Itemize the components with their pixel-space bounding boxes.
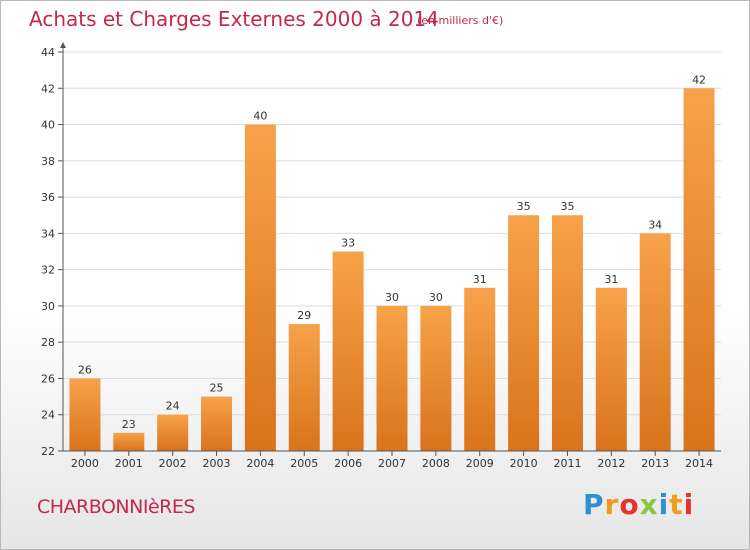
bar: [201, 396, 233, 451]
y-tick-label: 40: [41, 119, 55, 132]
x-tick-label: 2011: [553, 457, 581, 470]
x-tick-label: 2014: [685, 457, 713, 470]
logo-letter: t: [669, 488, 684, 521]
bar-value-label: 30: [385, 291, 399, 304]
bar: [595, 287, 627, 451]
bar-value-label: 26: [78, 363, 92, 376]
bar: [332, 251, 364, 451]
bar-value-label: 31: [604, 273, 618, 286]
x-tick-label: 2000: [71, 457, 99, 470]
x-tick-label: 2003: [203, 457, 231, 470]
bar: [508, 215, 540, 451]
x-tick-label: 2001: [115, 457, 143, 470]
bar-value-label: 33: [341, 237, 355, 250]
chart-title: Achats et Charges Externes 2000 à 2014: [29, 7, 439, 31]
bar: [157, 414, 189, 451]
bar: [420, 305, 452, 451]
bar: [288, 324, 320, 451]
logo-letter: o: [619, 488, 640, 521]
proxiti-logo: Proxiti: [583, 488, 694, 521]
commune-name: CHARBONNIèRES: [37, 496, 195, 518]
y-tick-label: 30: [41, 300, 55, 313]
axes: [58, 42, 721, 456]
bar: [113, 432, 145, 451]
bar: [69, 378, 101, 451]
bar-value-label: 30: [429, 291, 443, 304]
x-tick-label: 2013: [641, 457, 669, 470]
x-tick-label: 2002: [159, 457, 187, 470]
logo-letter: x: [639, 488, 659, 521]
logo-letter: P: [583, 488, 605, 521]
bar: [244, 124, 276, 451]
chart-unit-label: (en milliers d'€): [417, 14, 504, 27]
y-tick-label: 44: [41, 46, 55, 59]
bar-value-label: 35: [517, 200, 531, 213]
bar: [551, 215, 583, 451]
y-tick-label: 36: [41, 191, 55, 204]
logo-letter: i: [683, 488, 695, 521]
bar-value-label: 29: [297, 309, 311, 322]
bar-value-label: 25: [210, 382, 224, 395]
y-tick-label: 22: [41, 445, 55, 458]
logo-letter: i: [658, 488, 670, 521]
x-tick-label: 2009: [466, 457, 494, 470]
x-tick-label: 2005: [290, 457, 318, 470]
bar: [683, 88, 715, 451]
x-tick-label: 2012: [597, 457, 625, 470]
y-tick-label: 28: [41, 336, 55, 349]
labels: 22 24 26 28 30 32 34 36 38 40 42 44 26 2000 23 2001 24 20…: [41, 46, 713, 470]
y-tick-label: 42: [41, 82, 55, 95]
y-axis-arrow: [60, 42, 66, 48]
bars: [69, 88, 715, 451]
bar-value-label: 34: [648, 218, 662, 231]
x-tick-label: 2006: [334, 457, 362, 470]
x-tick-label: 2008: [422, 457, 450, 470]
bar-value-label: 40: [253, 110, 267, 123]
x-tick-label: 2010: [510, 457, 538, 470]
y-tick-label: 24: [41, 409, 55, 422]
logo-letter: r: [604, 488, 620, 521]
y-tick-label: 34: [41, 227, 55, 240]
bar-value-label: 42: [692, 73, 706, 86]
x-tick-label: 2007: [378, 457, 406, 470]
bar: [464, 287, 496, 451]
y-tick-label: 32: [41, 264, 55, 277]
x-tick-label: 2004: [246, 457, 274, 470]
y-tick-label: 38: [41, 155, 55, 168]
bar-value-label: 23: [122, 418, 136, 431]
bar-value-label: 35: [560, 200, 574, 213]
bar: [376, 305, 408, 451]
bar-value-label: 24: [166, 400, 180, 413]
y-tick-label: 26: [41, 372, 55, 385]
bar-value-label: 31: [473, 273, 487, 286]
bar: [639, 233, 671, 451]
